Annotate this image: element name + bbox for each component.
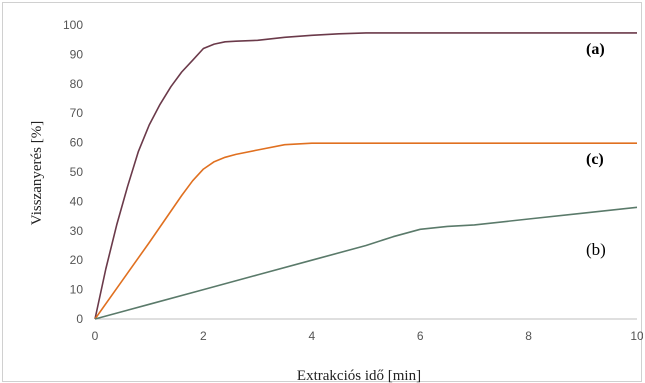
y-tick-label: 50	[70, 165, 84, 179]
series-lines	[94, 32, 638, 320]
x-tick-label: 6	[417, 329, 424, 343]
x-axis-title: Extrakciós idő [min]	[297, 368, 421, 383]
y-tick-label: 10	[70, 283, 84, 297]
x-tick-label: 0	[92, 329, 99, 343]
x-tick-labels: 0 2 4 6 8 10	[92, 329, 643, 343]
y-tick-label: 40	[70, 194, 84, 208]
series-label-c: (c)	[586, 151, 604, 168]
y-tick-label: 20	[70, 253, 84, 267]
x-tick-label: 8	[525, 329, 532, 343]
y-tick-label: 90	[70, 47, 84, 61]
series-label-a: (a)	[586, 41, 605, 58]
y-tick-labels: 0 10 20 30 40 50 60 70 80 90 100	[63, 18, 83, 326]
line-chart: 0 10 20 30 40 50 60 70 80 90 100 0 2 4 6 8 10 (a) (c) (…	[29, 18, 643, 383]
y-tick-label: 80	[70, 77, 84, 91]
series-line-c	[94, 142, 637, 320]
x-tick-label: 4	[308, 329, 315, 343]
y-tick-label: 30	[70, 224, 84, 238]
series-line-b	[94, 206, 638, 320]
x-tick-label: 10	[630, 329, 643, 343]
y-axis-title: Visszanyerés [%]	[29, 121, 45, 225]
series-line-a	[94, 32, 637, 320]
y-tick-label: 70	[70, 106, 84, 120]
y-tick-label: 0	[76, 312, 83, 326]
y-tick-label: 100	[63, 18, 83, 32]
x-tick-label: 2	[200, 329, 207, 343]
y-tick-label: 60	[70, 136, 84, 150]
series-label-b: (b)	[586, 240, 606, 259]
